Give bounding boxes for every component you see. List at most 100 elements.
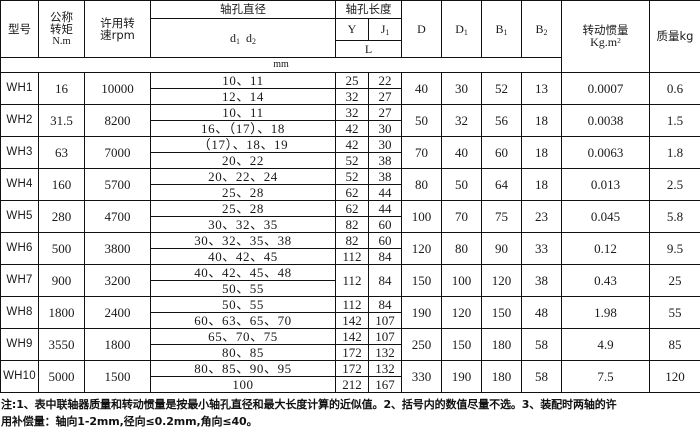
- header-row-2: d1 d2 Y J1: [1, 18, 700, 58]
- table-row: WH5 280 4700 25、28 62 44 100 70 75 23 0.045 5.8: [0, 200, 700, 233]
- col-header-bore-length-group: 轴孔长度: [335, 0, 402, 19]
- cell-bore-diameter: 10、11: [150, 104, 336, 121]
- cell-length-Y: 62: [335, 184, 369, 201]
- cell-torque: 3550: [38, 328, 85, 361]
- cell-mass: 25: [649, 264, 700, 297]
- cell-model: WH8: [0, 296, 39, 329]
- col-header-length-L: L: [335, 40, 402, 58]
- cell-D: 100: [401, 200, 442, 233]
- cell-torque: 160: [38, 168, 85, 201]
- cell-length-Y: 25: [335, 72, 369, 89]
- cell-length-Y: 52: [335, 168, 369, 185]
- table-header: 型号 公称 转矩 N.m 许用转 速rpm 轴孔直径 轴孔长度 D: [0, 0, 700, 73]
- table-row: WH4 160 5700 20、22、24 52 38 80 50 64 18 0.013 2.5: [0, 168, 700, 201]
- cell-length-J1: 44: [368, 200, 402, 217]
- cell-B1: 75: [481, 200, 522, 233]
- table-row: 20、22 52 38: [1, 152, 700, 169]
- cell-bore-diameter: 60、63、65、70: [150, 312, 336, 329]
- torque-label-line1: 公称: [50, 10, 73, 25]
- cell-model: WH10: [0, 360, 39, 393]
- cell-model: WH2: [0, 104, 39, 137]
- cell-B2: 38: [521, 264, 562, 297]
- cell-length-Y: 112: [335, 296, 369, 313]
- cell-D1: 30: [441, 72, 482, 105]
- cell-B2: 33: [521, 232, 562, 265]
- cell-B1: 64: [481, 168, 522, 201]
- cell-length-J1: 132: [368, 344, 402, 361]
- cell-bore-diameter: 40、42、45、48: [150, 264, 336, 281]
- col-header-torque: 公称 转矩 N.m: [38, 0, 85, 58]
- col-header-bore-diameter-group: 轴孔直径: [150, 0, 336, 19]
- cell-rpm: 8200: [84, 104, 151, 137]
- cell-length-Y: 42: [335, 136, 369, 153]
- cell-B2: 48: [521, 296, 562, 329]
- col-header-mass: 质量kg: [649, 0, 700, 73]
- table-row: WH3 63 7000 （17）、18、19 42 30 70 40 60 18 0.0063 1.8: [0, 136, 700, 169]
- cell-length-J1: 107: [368, 328, 402, 345]
- cell-D1: 190: [441, 360, 482, 393]
- cell-B1: 150: [481, 296, 522, 329]
- cell-bore-diameter: 25、28: [150, 200, 336, 217]
- cell-D1: 32: [441, 104, 482, 137]
- cell-length-J1: 38: [368, 152, 402, 169]
- table-row: WH7 900 3200 40、42、45、48 112 84 150 100 120 38 0.4…: [0, 264, 700, 297]
- cell-bore-diameter: 40、42、45: [150, 248, 336, 265]
- table-row: 40、42、45 112 84: [1, 248, 700, 265]
- cell-model: WH7: [0, 264, 39, 297]
- cell-torque: 5000: [38, 360, 85, 393]
- cell-model: WH5: [0, 200, 39, 233]
- cell-length-J1: 107: [368, 312, 402, 329]
- cell-bore-diameter: 20、22、24: [150, 168, 336, 185]
- cell-D: 150: [401, 264, 442, 297]
- cell-B1: 52: [481, 72, 522, 105]
- table-row: 30、32、35 82 60: [1, 216, 700, 233]
- cell-mass: 1.5: [649, 104, 700, 137]
- cell-rpm: 4700: [84, 200, 151, 233]
- cell-length-J1: 84: [368, 264, 402, 297]
- cell-length-Y: 212: [335, 376, 369, 393]
- cell-inertia: 0.045: [561, 200, 650, 233]
- col-header-rpm: 许用转 速rpm: [84, 0, 151, 58]
- cell-mass: 5.8: [649, 200, 700, 233]
- cell-length-Y: 62: [335, 200, 369, 217]
- cell-torque: 500: [38, 232, 85, 265]
- cell-mass: 1.8: [649, 136, 700, 169]
- cell-length-J1: 132: [368, 360, 402, 377]
- cell-D1: 50: [441, 168, 482, 201]
- table-body: WH1 16 10000 10、11 25 22 40 30 52 13 0.0007 0.6 12、1…: [0, 72, 700, 393]
- cell-rpm: 5700: [84, 168, 151, 201]
- col-header-B2: B2: [521, 0, 562, 58]
- cell-inertia: 0.12: [561, 232, 650, 265]
- cell-mass: 120: [649, 360, 700, 393]
- footnote: 注:1、表中联轴器质量和转动惯量是按最小轴孔直径和最大长度计算的近似值。2、括号…: [0, 393, 700, 430]
- cell-mass: 55: [649, 296, 700, 329]
- cell-length-J1: 60: [368, 216, 402, 233]
- cell-length-Y: 112: [335, 264, 369, 297]
- cell-length-J1: 167: [368, 376, 402, 393]
- cell-length-J1: 60: [368, 232, 402, 249]
- col-header-bore-symbols: d1 d2: [150, 18, 336, 58]
- cell-model: WH9: [0, 328, 39, 361]
- cell-inertia: 0.0063: [561, 136, 650, 169]
- cell-D1: 70: [441, 200, 482, 233]
- cell-bore-diameter: 30、32、35: [150, 216, 336, 233]
- table-row: 100 212 167: [1, 376, 700, 393]
- rpm-label-line1: 许用转: [100, 15, 135, 30]
- cell-D: 80: [401, 168, 442, 201]
- cell-length-J1: 27: [368, 104, 402, 121]
- cell-inertia: 0.013: [561, 168, 650, 201]
- cell-length-Y: 142: [335, 312, 369, 329]
- table-row: 16、（17）、18 42 30: [1, 120, 700, 137]
- cell-length-Y: 172: [335, 344, 369, 361]
- cell-rpm: 10000: [84, 72, 151, 105]
- cell-length-Y: 52: [335, 152, 369, 169]
- cell-bore-diameter: 50、55: [150, 296, 336, 313]
- cell-model: WH4: [0, 168, 39, 201]
- cell-inertia: 0.0038: [561, 104, 650, 137]
- cell-B1: 120: [481, 264, 522, 297]
- cell-D: 50: [401, 104, 442, 137]
- col-header-B1: B1: [481, 0, 522, 58]
- cell-rpm: 1500: [84, 360, 151, 393]
- table-row: WH8 1800 2400 50、55 112 84 190 120 150 48 1.98 55: [0, 296, 700, 329]
